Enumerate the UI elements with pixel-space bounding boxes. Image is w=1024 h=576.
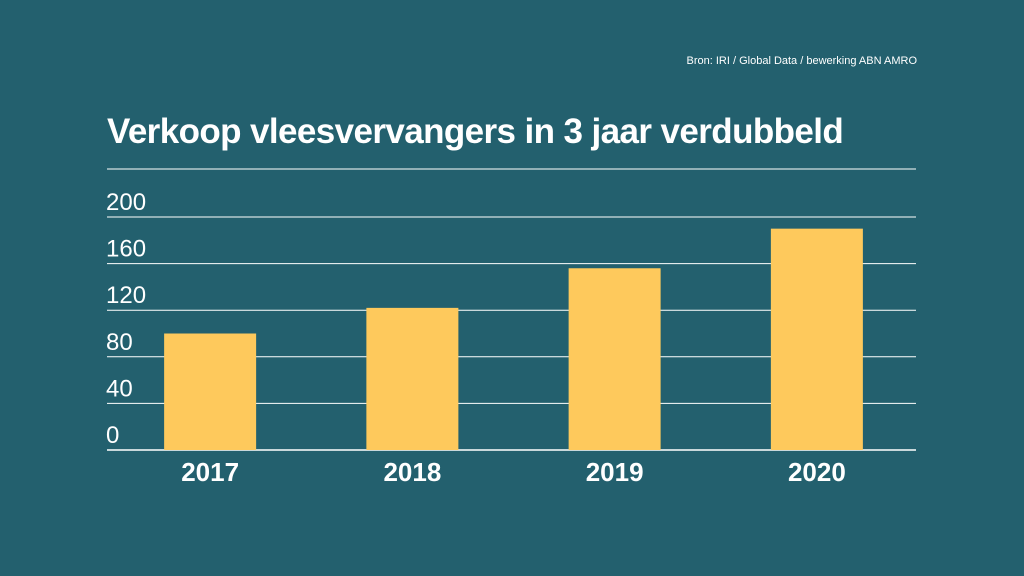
bar-2018	[366, 307, 459, 450]
x-tick-label: 2019	[586, 457, 644, 487]
y-tick-label: 160	[106, 236, 146, 263]
bars	[164, 228, 863, 450]
source-note: Bron: IRI / Global Data / bewerking ABN …	[686, 55, 917, 67]
chart-title: Verkoop vleesvervangers in 3 jaar verdub…	[107, 112, 844, 151]
x-tick-label: 2020	[788, 457, 846, 487]
bar-2017	[164, 333, 257, 450]
x-tick-label: 2017	[181, 457, 239, 487]
x-tick-label: 2018	[383, 457, 441, 487]
y-tick-label: 200	[106, 189, 146, 216]
y-tick-label: 40	[106, 375, 133, 402]
bar-2019	[568, 268, 661, 450]
x-axis-labels: 2017 2018 2019 2020	[181, 457, 846, 487]
y-tick-label: 0	[106, 422, 119, 449]
y-tick-label: 80	[106, 329, 133, 356]
y-axis-ticks: 0 40 80 120 160 200	[106, 189, 146, 449]
bar-2020	[770, 228, 863, 450]
y-tick-label: 120	[106, 282, 146, 309]
